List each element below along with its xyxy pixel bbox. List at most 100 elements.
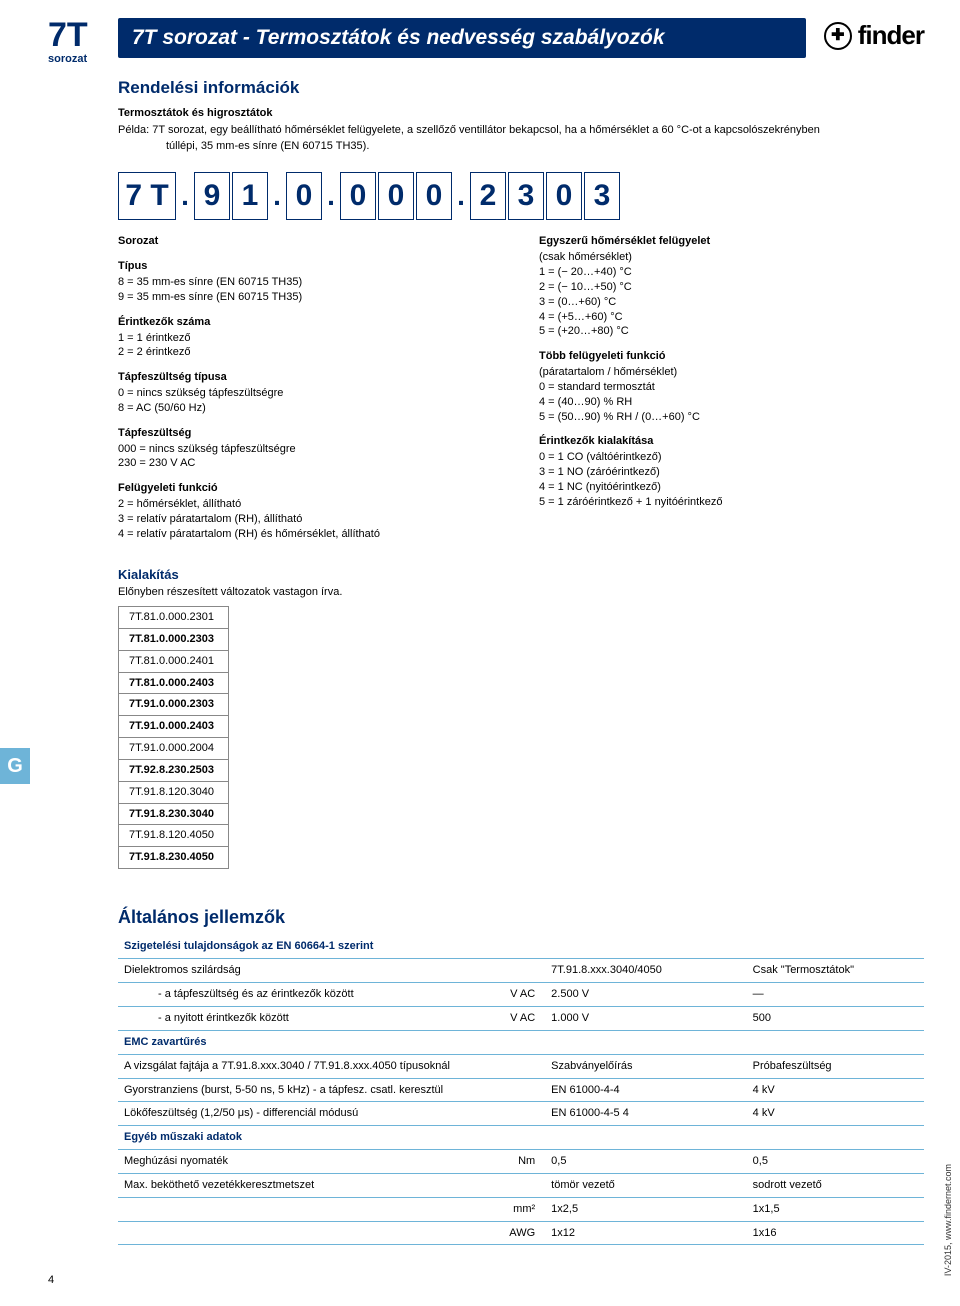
legend-line: 0 = standard termosztát <box>539 380 924 395</box>
legend-group: Érintkezők kialakítása0 = 1 CO (váltóéri… <box>539 434 924 509</box>
table-cell: Max. beköthető vezetékkeresztmetszet <box>118 1173 497 1197</box>
table-cell: — <box>747 983 924 1007</box>
code-box: 9 <box>194 172 230 220</box>
legend-group-title: Típus <box>118 259 503 274</box>
table-cell: tömör vezető <box>545 1173 747 1197</box>
table-cell <box>118 1197 497 1221</box>
code-box: . <box>324 172 338 220</box>
code-box: . <box>454 172 468 220</box>
page-header: 7T sorozat 7T sorozat - Termosztátok és … <box>48 18 924 67</box>
intro-subtitle: Termosztátok és higrosztátok <box>118 106 924 121</box>
table-row: AWG1x121x16 <box>118 1221 924 1245</box>
table-cell: 1x1,5 <box>747 1197 924 1221</box>
title-bar: 7T sorozat - Termosztátok és nedvesség s… <box>118 18 806 58</box>
table-cell: 2.500 V <box>545 983 747 1007</box>
legend-line: 0 = 1 CO (váltóérintkező) <box>539 450 924 465</box>
legend-group-title: Több felügyeleti funkció <box>539 349 924 364</box>
brand-logo: ✚ finder <box>824 18 924 53</box>
legend-group: Típus8 = 35 mm-es sínre (EN 60715 TH35)9… <box>118 259 503 305</box>
side-tab-g: G <box>0 748 30 784</box>
table-cell: Szabványelőírás <box>545 1054 747 1078</box>
table-cell: EN 61000-4-5 4 <box>545 1102 747 1126</box>
legend-line: 0 = nincs szükség tápfeszültségre <box>118 386 503 401</box>
legend-group: Több felügyeleti funkció(páratartalom / … <box>539 349 924 424</box>
legend-group-title: Egyszerű hőmérséklet felügyelet <box>539 234 924 249</box>
table-row: Dielektromos szilárdság7T.91.8.xxx.3040/… <box>118 959 924 983</box>
table-cell: Próbafeszültség <box>747 1054 924 1078</box>
legend-line: 1 = 1 érintkező <box>118 331 503 346</box>
part-number-row: 7T.81.0.000.2403 <box>119 673 228 695</box>
code-box: 0 <box>378 172 414 220</box>
code-box: . <box>178 172 192 220</box>
part-number-row: 7T.81.0.000.2301 <box>119 607 228 629</box>
table-row: A vizsgálat fajtája a 7T.91.8.xxx.3040 /… <box>118 1054 924 1078</box>
code-box: 7 T <box>118 172 176 220</box>
part-number-row: 7T.91.8.120.4050 <box>119 825 228 847</box>
table-cell: Nm <box>497 1150 545 1174</box>
legend-line: 4 = (40…90) % RH <box>539 395 924 410</box>
legend-line: 230 = 230 V AC <box>118 456 503 471</box>
table-section-header: Szigetelési tulajdonságok az EN 60664-1 … <box>118 935 924 958</box>
table-section-header: Egyéb műszaki adatok <box>118 1126 924 1150</box>
part-number-row: 7T.81.0.000.2401 <box>119 651 228 673</box>
code-box: 0 <box>546 172 582 220</box>
table-cell <box>497 1102 545 1126</box>
table-row: Lökőfeszültség (1,2/50 μs) - differenciá… <box>118 1102 924 1126</box>
table-cell: 1x2,5 <box>545 1197 747 1221</box>
series-label: sorozat <box>48 52 104 67</box>
table-cell: A vizsgálat fajtája a 7T.91.8.xxx.3040 /… <box>118 1054 497 1078</box>
code-box: . <box>270 172 284 220</box>
code-box: 0 <box>340 172 376 220</box>
table-row: Gyorstranziens (burst, 5-50 ns, 5 kHz) -… <box>118 1078 924 1102</box>
table-row: - a nyitott érintkezők közöttV AC1.000 V… <box>118 1007 924 1031</box>
legend-line: 2 = (− 10…+50) °C <box>539 280 924 295</box>
legend-group: Érintkezők száma1 = 1 érintkező2 = 2 éri… <box>118 315 503 361</box>
legend-group-title: Tápfeszültség <box>118 426 503 441</box>
legend-line: 8 = AC (50/60 Hz) <box>118 401 503 416</box>
part-number-row: 7T.91.8.230.3040 <box>119 804 228 826</box>
section-title-ordering: Rendelési információk <box>118 77 924 100</box>
part-number-list: 7T.81.0.000.23017T.81.0.000.23037T.81.0.… <box>118 606 229 869</box>
logo-icon: ✚ <box>824 22 852 50</box>
intro-block: Termosztátok és higrosztátok Példa: 7T s… <box>118 106 924 155</box>
table-row: - a tápfeszültség és az érintkezők közöt… <box>118 983 924 1007</box>
legend-line: 8 = 35 mm-es sínre (EN 60715 TH35) <box>118 275 503 290</box>
table-cell: 1x16 <box>747 1221 924 1245</box>
table-cell: Lökőfeszültség (1,2/50 μs) - differenciá… <box>118 1102 497 1126</box>
table-cell: 1x12 <box>545 1221 747 1245</box>
legend-group: Felügyeleti funkció2 = hőmérséklet, állí… <box>118 481 503 541</box>
table-cell: Meghúzási nyomaték <box>118 1150 497 1174</box>
table-cell: 0,5 <box>747 1150 924 1174</box>
legend-line: (csak hőmérséklet) <box>539 250 924 265</box>
table-cell <box>118 1221 497 1245</box>
table-cell: 0,5 <box>545 1150 747 1174</box>
part-number-row: 7T.91.0.000.2403 <box>119 716 228 738</box>
legend-line: 5 = 1 záróérintkező + 1 nyitóérintkező <box>539 495 924 510</box>
legend-group: Egyszerű hőmérséklet felügyelet(csak hőm… <box>539 234 924 339</box>
table-cell: 7T.91.8.xxx.3040/4050 <box>545 959 747 983</box>
table-section-header: EMC zavartűrés <box>118 1030 924 1054</box>
table-cell: sodrott vezető <box>747 1173 924 1197</box>
table-cell: 4 kV <box>747 1078 924 1102</box>
legend-group-title: Felügyeleti funkció <box>118 481 503 496</box>
part-number-row: 7T.91.0.000.2303 <box>119 694 228 716</box>
series-badge: 7T sorozat <box>48 18 104 67</box>
table-cell: Csak "Termosztátok" <box>747 959 924 983</box>
table-cell <box>497 959 545 983</box>
legend-line: 5 = (50…90) % RH / (0…+60) °C <box>539 410 924 425</box>
legend-group: Tápfeszültség000 = nincs szükség tápfesz… <box>118 426 503 472</box>
legend-line: 3 = relatív páratartalom (RH), állítható <box>118 512 503 527</box>
side-imprint: IV-2015, www.findernet.com <box>942 1164 954 1276</box>
table-row: mm²1x2,51x1,5 <box>118 1197 924 1221</box>
legend-line: 3 = (0…+60) °C <box>539 295 924 310</box>
legend-line: 3 = 1 NO (záróérintkező) <box>539 465 924 480</box>
table-cell <box>497 1054 545 1078</box>
table-cell: V AC <box>497 983 545 1007</box>
variants-note: Előnyben részesített változatok vastagon… <box>118 585 924 600</box>
order-code-boxes: 7 T.91.0.000.2303 <box>118 172 924 220</box>
code-box: 1 <box>232 172 268 220</box>
section-title-characteristics: Általános jellemzők <box>118 905 924 929</box>
table-cell: 4 kV <box>747 1102 924 1126</box>
legend-line: (páratartalom / hőmérséklet) <box>539 365 924 380</box>
table-cell: 1.000 V <box>545 1007 747 1031</box>
